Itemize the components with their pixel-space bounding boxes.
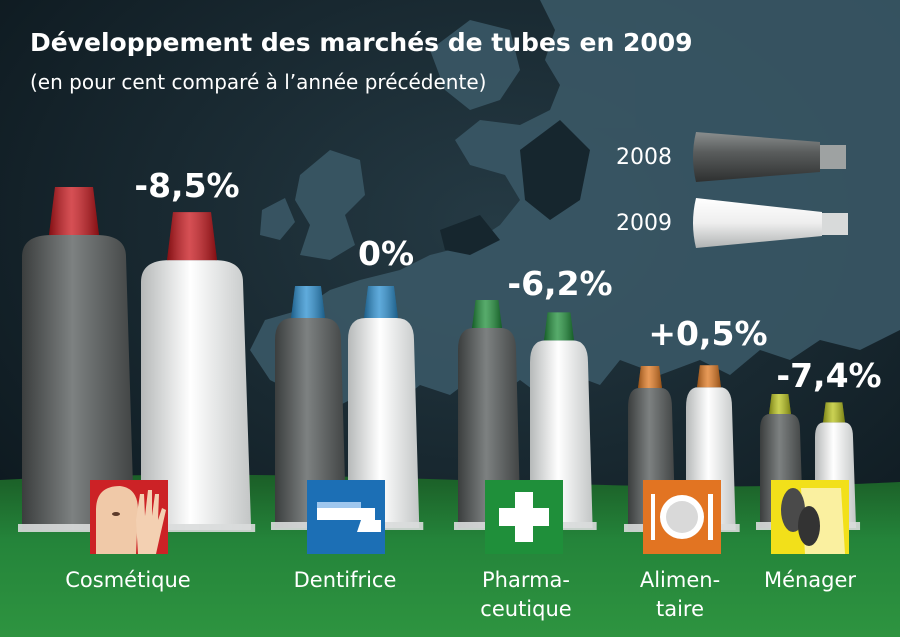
category-label-dentifrice: Dentifrice [293, 568, 397, 592]
toothbrush-icon [307, 480, 385, 554]
legend-tube-2008 [693, 132, 846, 182]
legend [693, 132, 848, 248]
data-label-alimentaire: +0,5% [648, 314, 768, 353]
category-label-menager: Ménager [763, 568, 857, 592]
chart-title: Développement des marchés de tubes en 20… [30, 28, 693, 57]
tube-2008-cosmetique [18, 187, 139, 532]
category-label-pharmaceutique: Pharma-ceutique [480, 568, 572, 621]
data-label-cosmetique: -8,5% [134, 166, 240, 205]
legend-tube-2009 [693, 198, 848, 248]
legend-label-2009: 2009 [616, 211, 672, 236]
face-hand-icon [90, 480, 168, 554]
data-label-dentifrice: 0% [357, 234, 415, 273]
baltic-sea [440, 120, 590, 255]
category-label-alimentaire: Alimen-taire [639, 568, 721, 621]
category-label-cosmetique: Cosmétique [65, 568, 191, 592]
shoes-shirt-icon [771, 480, 849, 554]
medical-cross-icon [485, 480, 563, 554]
tube-2009-cosmetique [137, 212, 256, 532]
chart-subtitle: (en pour cent comparé à l’année précéden… [30, 70, 487, 94]
legend-label-2008: 2008 [616, 145, 672, 170]
plate-cutlery-icon [643, 480, 721, 554]
europe-map [250, 0, 900, 410]
data-label-menager: -7,4% [776, 356, 882, 395]
data-label-pharmaceutique: -6,2% [507, 264, 613, 303]
